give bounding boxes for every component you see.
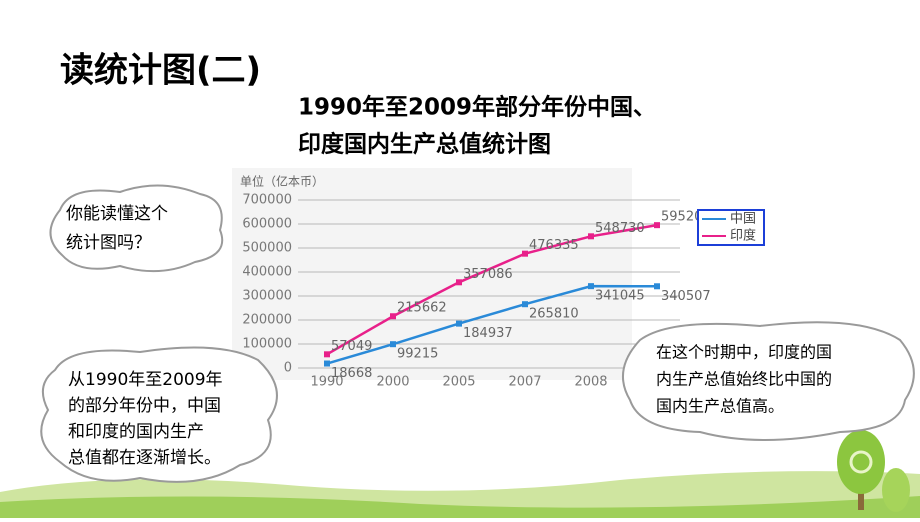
- data-label: 341045: [595, 289, 645, 304]
- y-tick-label: 600000: [242, 217, 292, 232]
- bubble-text: 国内生产总值高。: [656, 397, 784, 416]
- point: [588, 283, 594, 290]
- data-label: 18668: [331, 366, 372, 381]
- tree-swirl: [849, 450, 873, 474]
- chart-title: 1990年至2009年部分年份中国、: [298, 94, 656, 121]
- y-tick-label: 500000: [242, 241, 292, 256]
- point: [522, 250, 528, 257]
- data-label: 357086: [463, 267, 513, 282]
- grass-front: [0, 496, 920, 518]
- data-label: 215662: [397, 301, 447, 316]
- bubble-text: 统计图吗？: [66, 233, 151, 253]
- point: [456, 279, 462, 286]
- bubble-text: 的部分年份中，中国: [68, 396, 221, 416]
- data-label: 184937: [463, 326, 513, 341]
- bubble-text: 从1990年至2009年: [68, 370, 223, 390]
- point: [522, 301, 528, 308]
- x-tick-label: 2000: [376, 375, 409, 390]
- point: [456, 320, 462, 327]
- bubble-text: 你能读懂这个: [66, 204, 168, 224]
- point: [588, 233, 594, 240]
- series-line: [326, 284, 658, 365]
- point: [390, 313, 396, 320]
- data-label: 99215: [397, 347, 438, 362]
- chart-bg: [232, 168, 632, 380]
- bubble-text: 和印度的国内生产: [68, 422, 204, 442]
- point: [390, 341, 396, 348]
- bubble-text: 总值都在逐渐增长。: [68, 448, 221, 468]
- y-tick-label: 400000: [242, 265, 292, 280]
- legend-box: [697, 209, 765, 246]
- bubble-text: 内生产总值始终比中国的: [656, 370, 832, 389]
- series-line: [326, 223, 658, 356]
- data-label: 548730: [595, 221, 645, 236]
- y-tick-label: 300000: [242, 289, 292, 304]
- note-bubble: [622, 321, 915, 441]
- point: [324, 351, 330, 358]
- bubble-text: 在这个时期中，印度的国: [656, 343, 832, 362]
- note-bubble: [40, 346, 278, 483]
- y-tick-label: 200000: [242, 313, 292, 328]
- x-tick-label: 2005: [442, 375, 475, 390]
- y-tick-label: 100000: [242, 337, 292, 352]
- legend-label: 印度: [730, 228, 756, 244]
- legend-label: 中国: [730, 212, 756, 227]
- data-label: 476335: [529, 238, 579, 253]
- point: [654, 222, 660, 229]
- y-tick-label: 0: [284, 361, 292, 376]
- question-bubble: [49, 184, 224, 273]
- tree-small: [882, 468, 910, 512]
- x-tick-label: 2007: [508, 375, 541, 390]
- tree: [837, 430, 885, 494]
- y-axis-label: 单位（亿本币）: [240, 174, 324, 189]
- point: [324, 360, 330, 367]
- data-label: 340507: [661, 289, 711, 304]
- data-label: 57049: [331, 339, 372, 354]
- point: [654, 283, 660, 290]
- y-tick-label: 700000: [242, 193, 292, 208]
- x-tick-label: 2008: [574, 375, 607, 390]
- chart-title: 印度国内生产总值统计图: [298, 131, 551, 158]
- x-tick-label: 1990: [310, 375, 343, 390]
- data-label: 265810: [529, 307, 579, 322]
- slide-title: 读统计图(二): [60, 51, 261, 91]
